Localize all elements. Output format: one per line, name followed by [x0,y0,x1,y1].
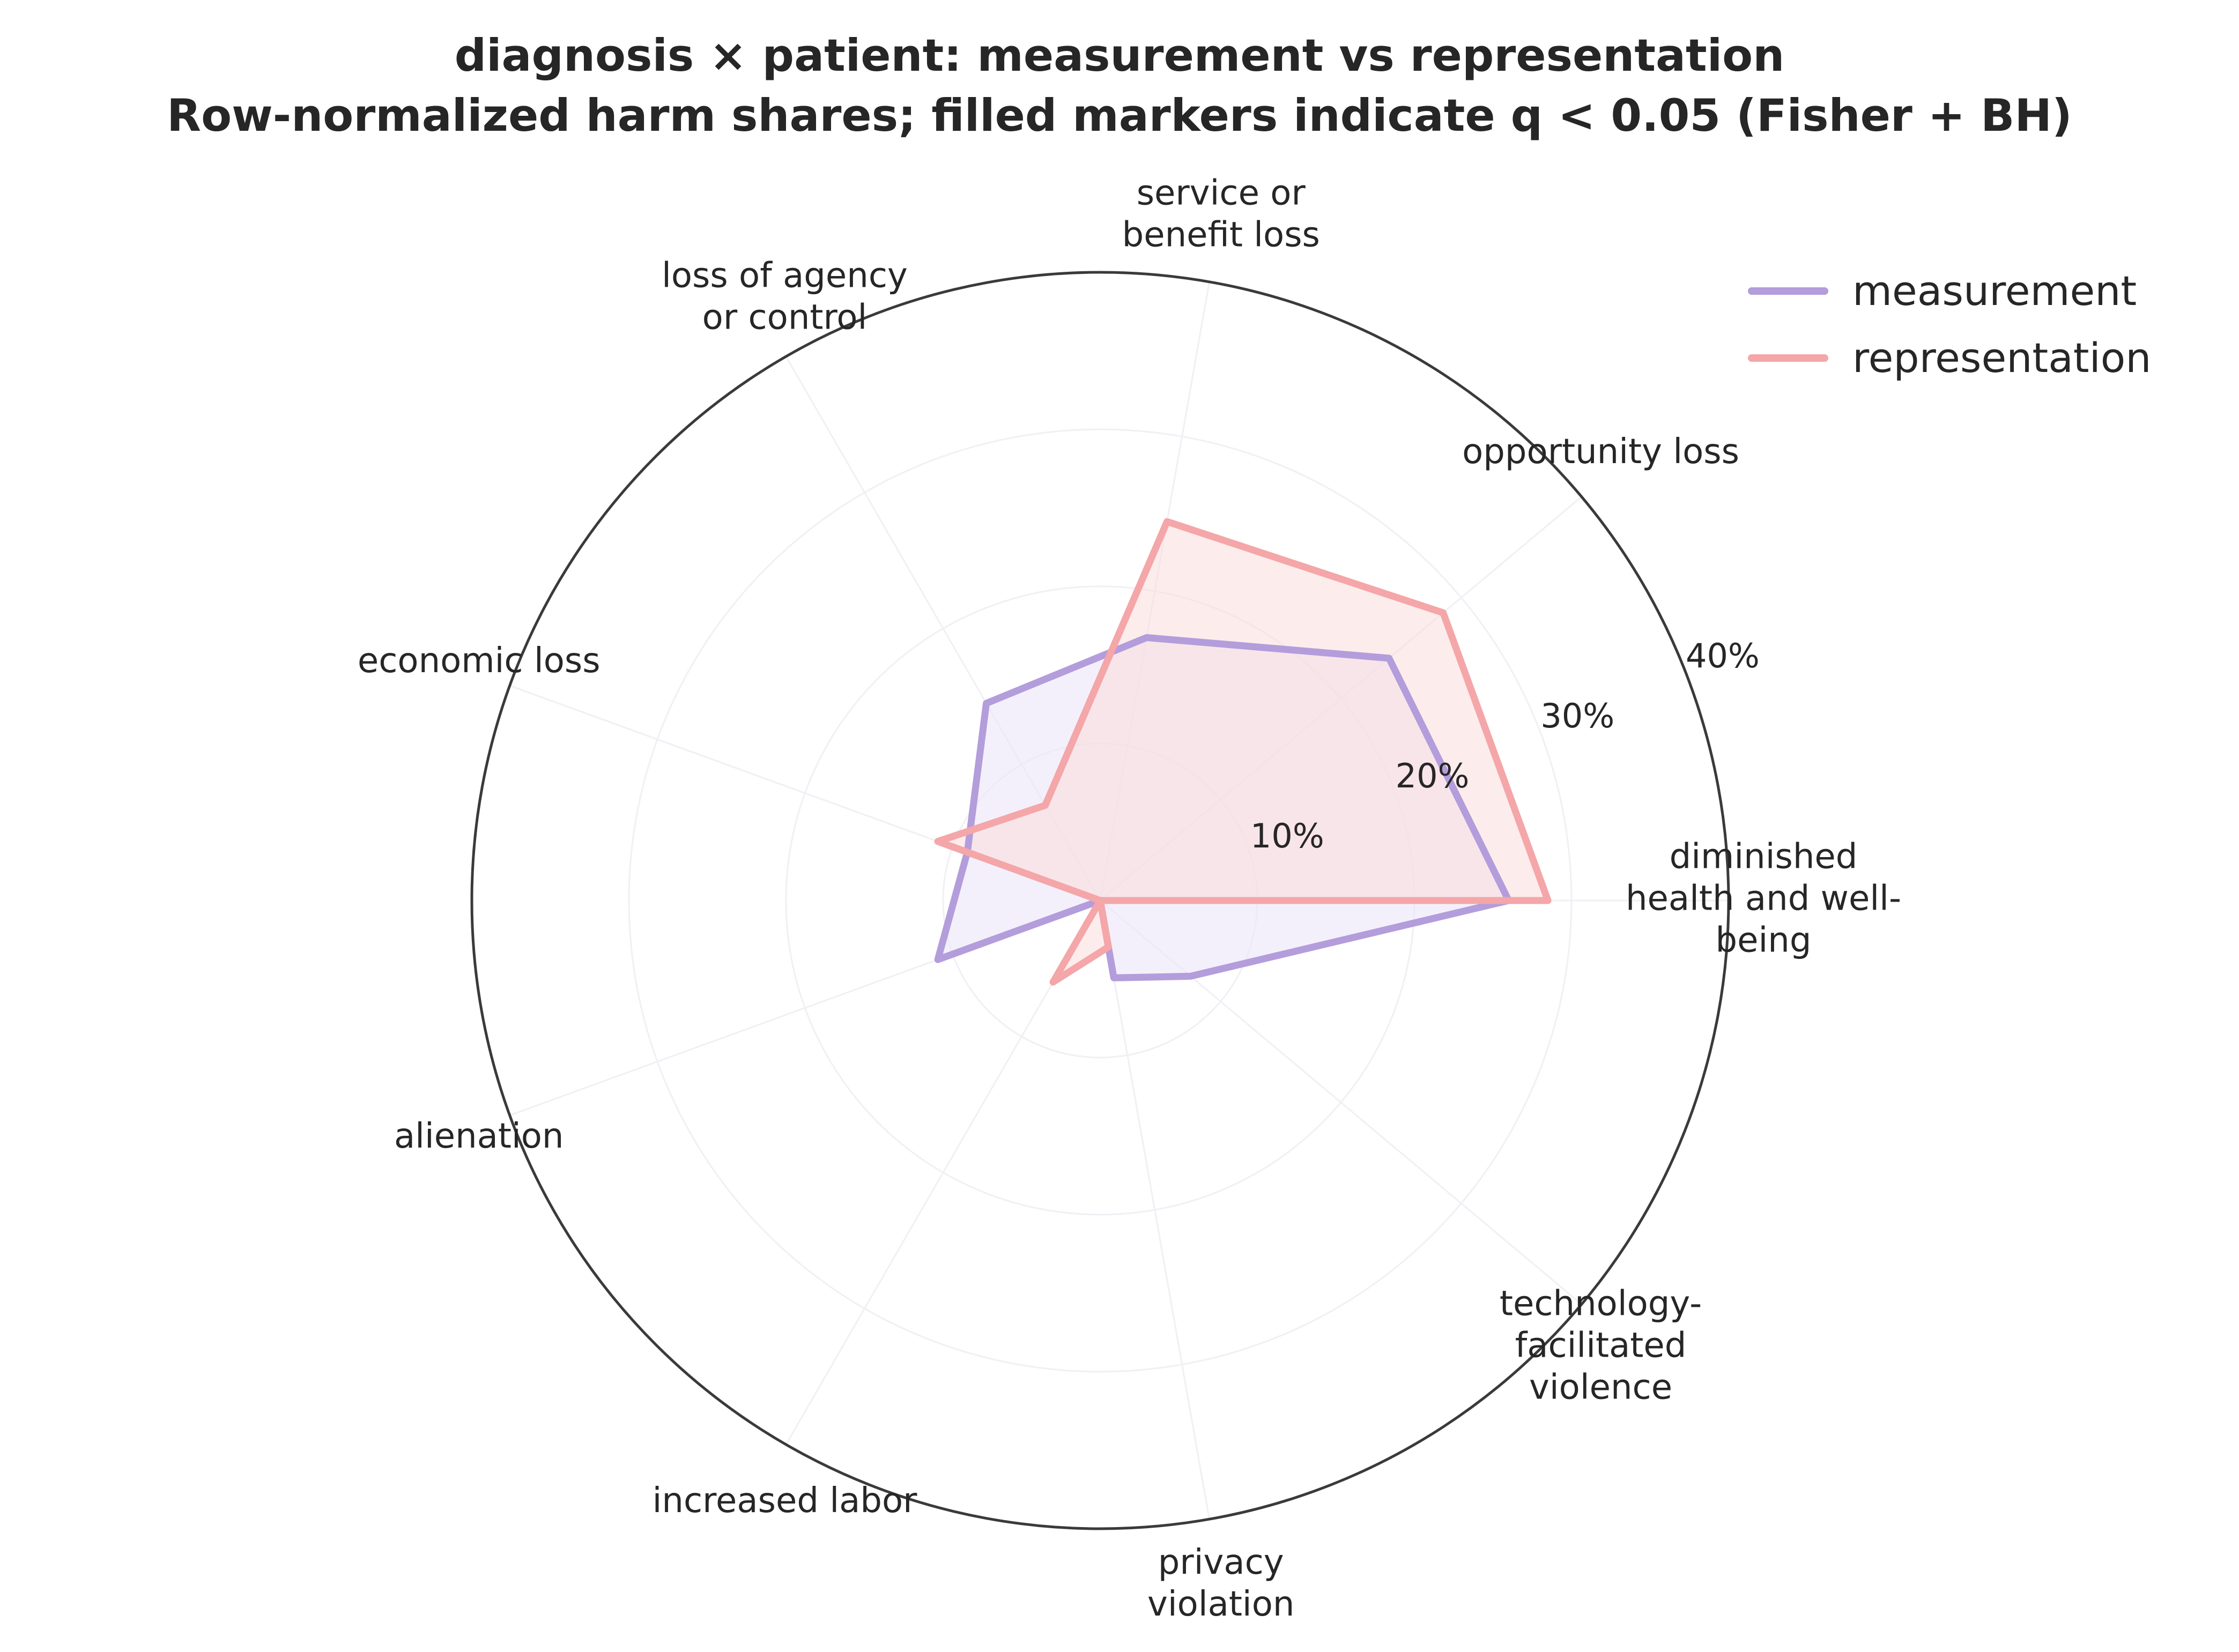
category-label-3-line-2: benefit loss [1122,215,1320,255]
legend: measurement representation [1748,257,2151,391]
r-tick-label-3: 30% [1540,696,1614,735]
category-label-3-line-1: service or [1137,173,1306,213]
category-label-8-line-2: violation [1147,1584,1294,1624]
category-label-4-line-2: or control [702,297,868,337]
category-label-1-line-1: diminished [1670,837,1858,877]
r-tick-label-4: 40% [1686,636,1760,675]
legend-swatch-measurement [1748,287,1828,295]
category-label-1-line-3: being [1716,921,1812,961]
r-tick-label-1: 10% [1250,816,1324,855]
legend-label-representation: representation [1852,334,2151,382]
legend-item-measurement: measurement [1748,257,2151,324]
category-label-8-line-1: privacy [1158,1543,1284,1582]
legend-item-representation: representation [1748,324,2151,391]
category-label-9-line-1: technology- [1500,1284,1702,1323]
category-label-1-line-2: health and well- [1626,879,1901,919]
category-label-7-line-1: increased labor [653,1481,918,1521]
category-label-9-line-3: violence [1529,1367,1672,1407]
category-label-6-line-1: alienation [394,1117,564,1156]
category-label-4-line-1: loss of agency [662,256,908,295]
legend-swatch-representation [1748,354,1828,362]
category-label-2-line-1: opportunity loss [1462,432,1739,472]
category-label-9-line-2: facilitated [1515,1326,1687,1365]
category-label-5-line-1: economic loss [358,641,600,681]
grid-spoke-8 [1100,901,1210,1519]
legend-label-measurement: measurement [1852,267,2137,315]
r-tick-label-2: 20% [1396,756,1470,795]
